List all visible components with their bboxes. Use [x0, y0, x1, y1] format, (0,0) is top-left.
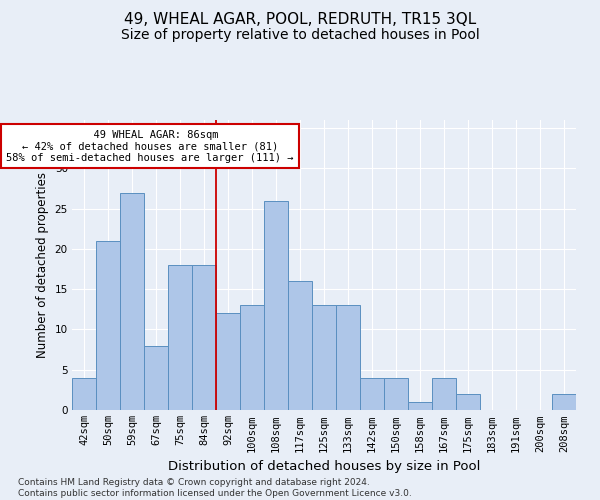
Bar	[432, 378, 456, 410]
Bar	[288, 281, 312, 410]
Bar	[312, 306, 336, 410]
Bar	[264, 200, 288, 410]
Bar	[72, 378, 96, 410]
Bar	[168, 265, 192, 410]
Text: 49, WHEAL AGAR, POOL, REDRUTH, TR15 3QL: 49, WHEAL AGAR, POOL, REDRUTH, TR15 3QL	[124, 12, 476, 28]
Bar	[216, 314, 240, 410]
Bar	[408, 402, 432, 410]
Text: Size of property relative to detached houses in Pool: Size of property relative to detached ho…	[121, 28, 479, 42]
X-axis label: Distribution of detached houses by size in Pool: Distribution of detached houses by size …	[168, 460, 480, 473]
Bar	[360, 378, 384, 410]
Bar	[552, 394, 576, 410]
Y-axis label: Number of detached properties: Number of detached properties	[36, 172, 49, 358]
Bar	[144, 346, 168, 410]
Text: 49 WHEAL AGAR: 86sqm
← 42% of detached houses are smaller (81)
58% of semi-detac: 49 WHEAL AGAR: 86sqm ← 42% of detached h…	[6, 130, 294, 163]
Bar	[192, 265, 216, 410]
Text: Contains HM Land Registry data © Crown copyright and database right 2024.
Contai: Contains HM Land Registry data © Crown c…	[18, 478, 412, 498]
Bar	[96, 241, 120, 410]
Bar	[336, 306, 360, 410]
Bar	[456, 394, 480, 410]
Bar	[240, 306, 264, 410]
Bar	[384, 378, 408, 410]
Bar	[120, 192, 144, 410]
